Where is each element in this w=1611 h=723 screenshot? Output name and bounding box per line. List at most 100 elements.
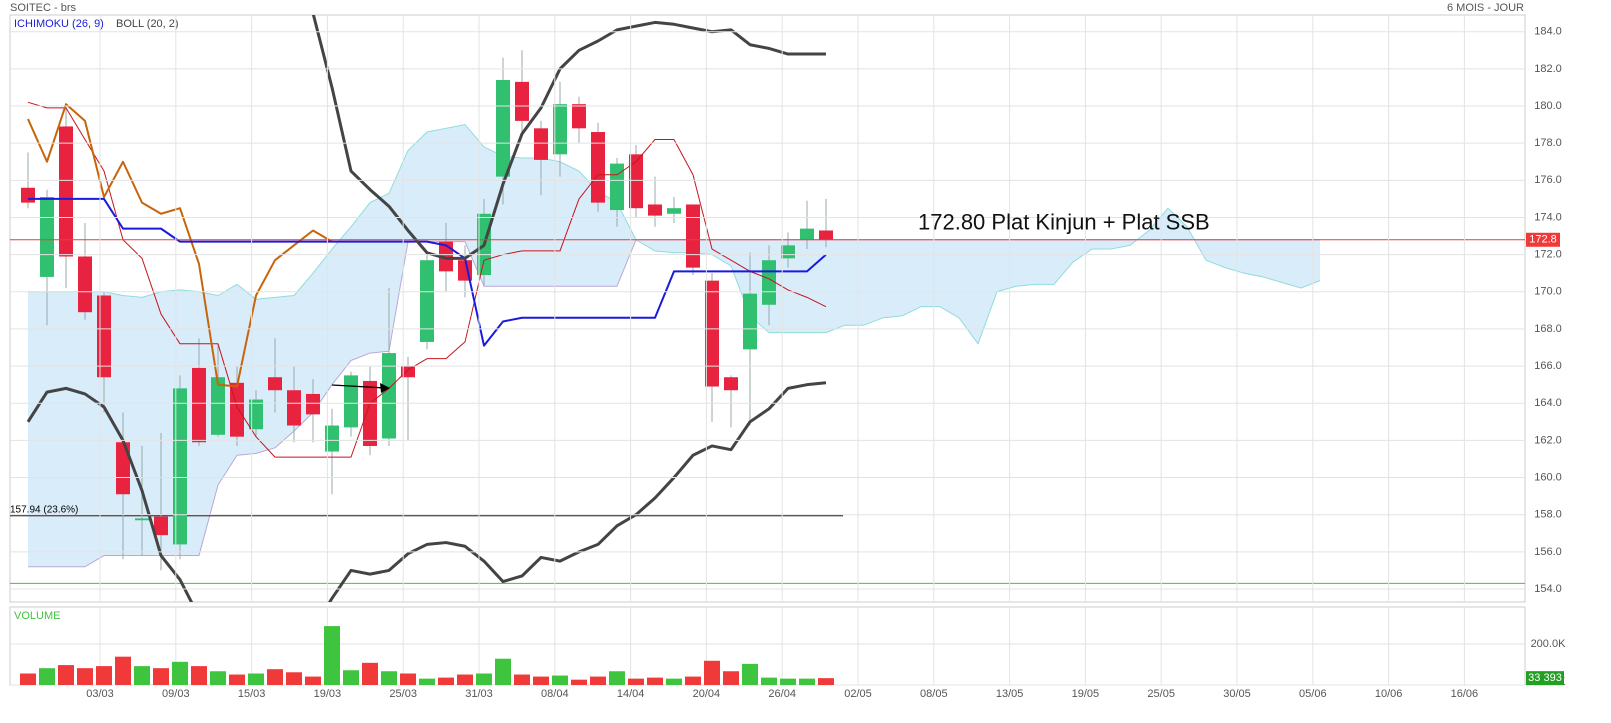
price-marker-bg bbox=[1526, 232, 1560, 247]
candle-body bbox=[439, 241, 453, 272]
volume-bar bbox=[343, 670, 359, 685]
volume-bar bbox=[514, 674, 530, 685]
volume-bar bbox=[666, 678, 682, 685]
kijun-line bbox=[27, 101, 827, 458]
candle-body bbox=[781, 245, 795, 259]
volume-title: VOLUME bbox=[14, 610, 60, 622]
candle-body bbox=[534, 128, 548, 160]
volume-bar bbox=[191, 666, 207, 685]
volume-bar bbox=[248, 673, 264, 685]
volume-bar bbox=[495, 658, 511, 685]
x-tick-label: 09/03 bbox=[162, 688, 190, 700]
indicator-label: ICHIMOKU (26, 9) bbox=[14, 18, 104, 30]
x-tick-label: 03/03 bbox=[86, 688, 114, 700]
senkou-span-a bbox=[28, 124, 1321, 345]
volume-bar bbox=[286, 672, 302, 685]
candle-body bbox=[306, 393, 320, 415]
volume-marker-bg bbox=[1526, 671, 1564, 686]
candle-body bbox=[496, 80, 510, 177]
y-tick-label: 184.0 bbox=[1534, 26, 1562, 38]
y-tick-label: 174.0 bbox=[1534, 211, 1562, 223]
arrow bbox=[331, 384, 386, 389]
candle-body bbox=[572, 104, 586, 129]
x-tick-label: 14/04 bbox=[617, 688, 645, 700]
volume-bar bbox=[96, 666, 112, 685]
y-tick-label: 154.0 bbox=[1534, 583, 1562, 595]
volume-bar bbox=[210, 671, 226, 685]
y-tick-label: 170.0 bbox=[1534, 286, 1562, 298]
y-tick-label: 168.0 bbox=[1534, 323, 1562, 335]
volume-bar bbox=[381, 671, 397, 685]
candle-body bbox=[743, 293, 757, 350]
bollinger-lower bbox=[26, 381, 827, 602]
volume-bar bbox=[571, 679, 587, 685]
x-tick-label: 10/06 bbox=[1375, 688, 1403, 700]
volume-bar bbox=[799, 678, 815, 685]
plot bbox=[10, 15, 1525, 602]
x-tick-label: 05/06 bbox=[1299, 688, 1327, 700]
y-tick-label: 160.0 bbox=[1534, 471, 1562, 483]
volume-bar bbox=[39, 668, 55, 685]
candle-body bbox=[192, 367, 206, 443]
candle-body bbox=[591, 132, 605, 203]
volume-bar bbox=[134, 666, 150, 685]
volume-bar bbox=[552, 675, 568, 685]
candle-body bbox=[135, 518, 149, 521]
y-tick-label: 158.0 bbox=[1534, 509, 1562, 521]
candle-body bbox=[686, 204, 700, 268]
volume-bar bbox=[647, 677, 663, 685]
volume-bar bbox=[742, 663, 758, 685]
y-tick-label: 172.0 bbox=[1534, 249, 1562, 261]
candle-body bbox=[515, 81, 529, 121]
volume-bar bbox=[818, 678, 834, 685]
candle-body bbox=[629, 154, 643, 209]
volume-bar bbox=[153, 668, 169, 685]
annotation: 172.80 Plat Kinjun + Plat SSB bbox=[918, 210, 1210, 235]
candle-body bbox=[363, 380, 377, 446]
plot-frame bbox=[9, 14, 1526, 603]
volume-bar bbox=[324, 626, 340, 685]
candle-body bbox=[610, 163, 624, 211]
y-tick-label: 156.0 bbox=[1534, 546, 1562, 558]
candle-body bbox=[97, 295, 111, 378]
y-tick-label: 178.0 bbox=[1534, 137, 1562, 149]
fib-label: 157.94 (23.6%) bbox=[10, 504, 78, 515]
candle-body bbox=[325, 425, 339, 452]
volume-bar bbox=[609, 671, 625, 685]
price-marker: 172.8 bbox=[1529, 234, 1557, 246]
candle-body bbox=[800, 228, 814, 240]
x-tick-label: 30/05 bbox=[1223, 688, 1251, 700]
volume-bar bbox=[229, 674, 245, 685]
x-tick-label: 15/03 bbox=[238, 688, 266, 700]
arrow-head bbox=[380, 383, 390, 393]
volume-bar bbox=[20, 673, 36, 685]
volume-bar bbox=[362, 662, 378, 685]
candle-body bbox=[40, 197, 54, 277]
chart-title: SOITEC - brs bbox=[10, 2, 77, 14]
x-tick-label: 20/04 bbox=[693, 688, 721, 700]
x-tick-label: 31/03 bbox=[465, 688, 493, 700]
volume-bar bbox=[400, 673, 416, 685]
candle-body bbox=[762, 260, 776, 305]
x-tick-label: 13/05 bbox=[996, 688, 1024, 700]
ichimoku-cloud bbox=[28, 124, 1320, 567]
tenkan-line bbox=[28, 197, 827, 347]
volume-bar bbox=[438, 677, 454, 685]
x-tick-label: 08/04 bbox=[541, 688, 569, 700]
period: 6 MOIS - JOUR bbox=[1447, 2, 1524, 14]
volume-bar bbox=[628, 678, 644, 685]
x-tick-label: 25/03 bbox=[389, 688, 417, 700]
candle-body bbox=[420, 260, 434, 342]
volume-bar bbox=[419, 678, 435, 685]
volume-bar bbox=[476, 673, 492, 685]
volume-bar bbox=[58, 665, 74, 685]
candle-body bbox=[78, 256, 92, 313]
candle-body bbox=[211, 377, 225, 435]
x-tick-label: 02/05 bbox=[844, 688, 872, 700]
x-tick-label: 25/05 bbox=[1147, 688, 1175, 700]
volume-bar bbox=[704, 660, 720, 685]
volume-bar bbox=[533, 676, 549, 685]
volume-bar bbox=[780, 678, 796, 685]
volume-bar bbox=[457, 674, 473, 685]
